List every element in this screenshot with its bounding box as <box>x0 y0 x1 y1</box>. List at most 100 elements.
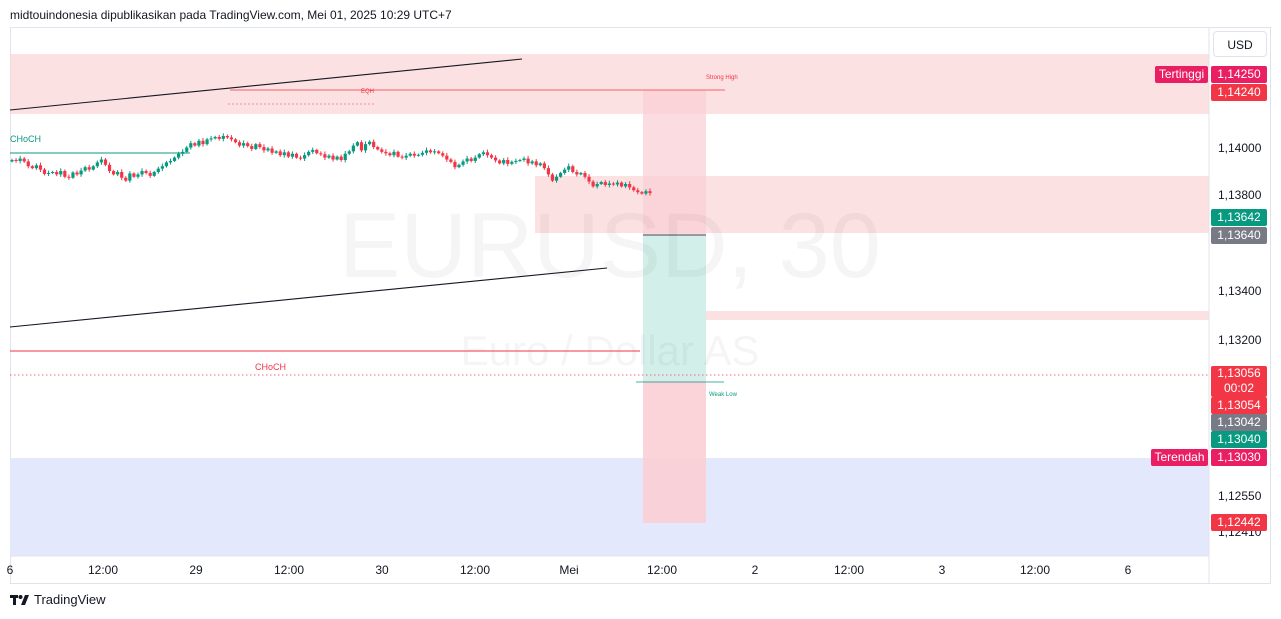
candle-body <box>583 172 587 177</box>
candle-body <box>111 171 116 175</box>
candle-body <box>518 160 522 161</box>
candle-body <box>599 182 603 184</box>
candle-body <box>140 171 144 175</box>
candle-body <box>270 148 274 153</box>
price-badge: 1,13042 <box>1211 414 1267 431</box>
candle-body <box>615 182 620 185</box>
candle-body <box>359 142 364 151</box>
candle-body <box>485 152 490 156</box>
candle-body <box>26 161 30 167</box>
x-tick: 30 <box>375 563 389 577</box>
candle-body <box>258 144 262 148</box>
candle-body <box>103 159 108 165</box>
candle-body <box>274 151 278 153</box>
candle-body <box>437 151 441 154</box>
candle-body <box>388 153 392 156</box>
candle-body <box>368 141 372 145</box>
y-tick: 1,13800 <box>1218 188 1262 202</box>
candle-body <box>229 137 234 140</box>
last-price-value: 1,13056 <box>1217 366 1261 380</box>
candle-body <box>298 157 303 159</box>
x-tick: 2 <box>752 563 759 577</box>
candle-body <box>575 172 579 175</box>
candle-body <box>107 164 112 172</box>
candle-body <box>571 166 575 172</box>
candle-body <box>481 152 485 155</box>
candle-body <box>177 153 181 158</box>
demand-zone-bottom <box>10 458 1209 556</box>
candle-body <box>339 156 343 160</box>
candle-body <box>603 182 607 185</box>
candle-body <box>250 146 254 149</box>
candle-body <box>644 191 648 194</box>
candle-body <box>34 165 38 169</box>
candle-body <box>237 142 242 146</box>
candle-body <box>567 166 571 170</box>
candle-body <box>534 161 538 166</box>
candle-body <box>530 161 534 164</box>
candle-body <box>343 153 347 160</box>
footer-brand[interactable]: TradingView <box>10 592 106 607</box>
price-badge: 1,13054 <box>1211 397 1267 414</box>
candle-body <box>233 139 238 143</box>
candle-body <box>152 172 156 176</box>
candle-body <box>266 148 270 151</box>
chart-frame[interactable] <box>10 27 1271 584</box>
candle-body <box>87 167 91 170</box>
candle-body <box>18 158 22 161</box>
currency-button[interactable]: USD <box>1213 31 1267 57</box>
candle-body <box>217 136 221 139</box>
candle-body <box>282 152 286 156</box>
x-tick: 12:00 <box>1020 563 1050 577</box>
supply-zone-low <box>705 311 1209 320</box>
candle-body <box>473 157 477 161</box>
candle-body <box>628 184 632 188</box>
choch-top-label: CHoCH <box>10 134 41 144</box>
candle-body <box>449 159 453 162</box>
candle-body <box>400 156 404 158</box>
candle-body <box>542 163 546 169</box>
candle-body <box>412 153 416 156</box>
x-tick: 3 <box>939 563 946 577</box>
candle-body <box>469 158 473 161</box>
candle-body <box>550 174 555 181</box>
candle-body <box>546 168 551 175</box>
high-price-badge: 1,14250 <box>1211 66 1267 83</box>
candle-body <box>132 173 136 177</box>
candle-body <box>408 153 412 156</box>
x-tick: 29 <box>189 563 203 577</box>
lower-trendline <box>9 267 608 328</box>
candle-body <box>392 151 396 156</box>
candle-body <box>124 177 128 181</box>
candle-body <box>42 169 47 174</box>
candle-body <box>538 163 542 166</box>
x-tick: 12:00 <box>834 563 864 577</box>
high-tag: Tertinggi <box>1155 66 1208 83</box>
candle-body <box>416 154 420 156</box>
candle-body <box>302 155 307 159</box>
footer-brand-label: TradingView <box>34 592 106 607</box>
candle-body <box>558 172 563 177</box>
candle-body <box>461 161 465 165</box>
candle-body <box>79 170 83 175</box>
candle-body <box>38 165 43 170</box>
x-tick: 12:00 <box>647 563 677 577</box>
candle-body <box>213 136 217 139</box>
candle-body <box>46 172 51 174</box>
candle-body <box>445 155 449 160</box>
candle-body <box>83 167 87 171</box>
watermark-symbol: EURUSD, 30 <box>339 195 881 297</box>
candle-body <box>526 158 530 164</box>
candle-body <box>172 157 177 161</box>
candle-body <box>181 151 185 154</box>
candle-body <box>323 154 327 158</box>
tradingview-logo-icon <box>10 594 29 605</box>
candle-body <box>185 147 189 152</box>
candle-body <box>372 141 376 148</box>
candle-body <box>331 155 335 160</box>
candle-body <box>640 192 644 194</box>
candle-body <box>587 176 591 182</box>
chart-caption: midtouindonesia dipublikasikan pada Trad… <box>10 8 452 22</box>
candle-body <box>22 158 26 162</box>
